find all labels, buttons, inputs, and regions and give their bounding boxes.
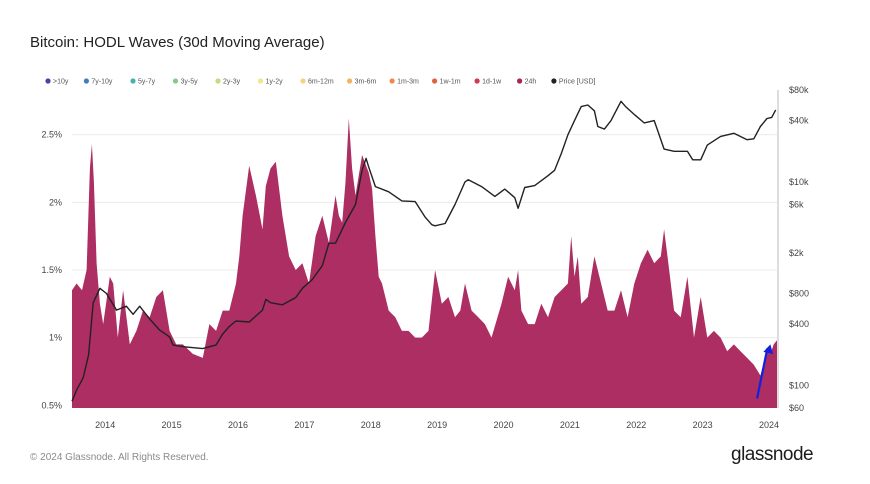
chart-title: Bitcoin: HODL Waves (30d Moving Average) [30, 34, 325, 51]
y-right-tick-label: $2k [789, 248, 804, 258]
price-line-layer [71, 100, 777, 402]
legend-item[interactable]: 1w-1m [432, 78, 461, 86]
legend-item[interactable]: 7y-10y [83, 78, 113, 86]
legend-dot [474, 78, 480, 84]
legend-dot [517, 78, 523, 84]
legend-label: >10y [53, 79, 69, 86]
y-left-tick-label: 2.5% [41, 130, 62, 140]
x-tick-label: 2014 [95, 420, 115, 430]
legend-label: 1d-1w [482, 79, 502, 86]
legend-item[interactable]: 5y-7y [130, 78, 156, 86]
y-right-tick-label: $10k [789, 177, 809, 187]
x-tick-label: 2022 [626, 420, 646, 430]
x-tick-label: 2021 [560, 420, 580, 430]
y-left-tick-label: 1% [49, 333, 62, 343]
annotation-arrow-shaft [756, 348, 769, 399]
x-tick-label: 2017 [294, 420, 314, 430]
y-right-tick-label: $6k [789, 199, 804, 209]
legend-dot [551, 78, 557, 84]
legend-dot [389, 78, 395, 84]
wave-24h-area [72, 118, 777, 409]
y-right-tick-label: $80k [789, 85, 809, 95]
legend-item[interactable]: 24h [517, 78, 537, 86]
y-right-tick-label: $100 [789, 380, 809, 390]
legend-label: 1w-1m [440, 79, 461, 86]
glassnode-logo: glassnode [731, 444, 814, 465]
price-line [71, 100, 777, 402]
legend-dot [300, 78, 306, 84]
wave-area-layer [72, 118, 777, 409]
legend-item[interactable]: Price [USD] [551, 78, 596, 86]
legend-item[interactable]: 1m-3m [389, 78, 420, 86]
legend-item[interactable]: 3m-6m [347, 78, 377, 86]
legend-label: 1y-2y [266, 79, 284, 86]
legend-label: 6m-12m [308, 79, 334, 86]
axes: 0.5% 1% 1.5% 2% 2.5% $60 $100 $400 $800 $2k $6k $10… [41, 85, 809, 430]
legend-item[interactable]: 2y-3y [215, 78, 241, 86]
y-left-tick-label: 0.5% [41, 400, 62, 410]
legend-label: 3m-6m [355, 79, 377, 86]
legend-label: 5y-7y [138, 79, 156, 86]
y-right-tick-label: $400 [789, 319, 809, 329]
legend-dot [83, 78, 89, 84]
annotation-arrow-head [763, 344, 774, 355]
legend-dot [45, 78, 51, 84]
legend-label: 7y-10y [91, 79, 113, 86]
legend-item[interactable]: 6m-12m [300, 78, 334, 86]
y-left-tick-label: 1.5% [41, 265, 62, 275]
legend-dot [432, 78, 438, 84]
legend-label: Price [USD] [559, 79, 596, 86]
copyright-footer: © 2024 Glassnode. All Rights Reserved. [30, 452, 209, 463]
legend-label: 2y-3y [223, 79, 241, 86]
legend-label: 1m-3m [397, 79, 419, 86]
legend-item[interactable]: >10y [45, 78, 69, 86]
x-tick-label: 2015 [162, 420, 182, 430]
legend-label: 3y-5y [181, 79, 199, 86]
legend-dot [347, 78, 353, 84]
legend-label: 24h [525, 79, 537, 86]
x-tick-label: 2018 [361, 420, 381, 430]
y-left-tick-label: 2% [49, 197, 62, 207]
x-tick-label: 2023 [693, 420, 713, 430]
legend-dot [215, 78, 221, 84]
x-tick-label: 2019 [427, 420, 447, 430]
x-tick-label: 2024 [759, 420, 779, 430]
x-tick-label: 2020 [493, 420, 513, 430]
annotation-layer [756, 344, 774, 399]
x-tick-label: 2016 [228, 420, 248, 430]
legend-dot [130, 78, 136, 84]
legend-dot [257, 78, 264, 84]
legend-item[interactable]: 1y-2y [257, 78, 284, 86]
y-right-tick-label: $40k [789, 116, 809, 126]
y-right-tick-label: $60 [789, 403, 804, 413]
legend[interactable]: >10y 7y-10y 5y-7y 3y-5y 2y-3y 1y-2y 6m-12m 3m-6… [45, 78, 596, 86]
legend-item[interactable]: 3y-5y [172, 78, 199, 86]
legend-dot [172, 78, 179, 84]
y-right-tick-label: $800 [789, 289, 809, 299]
legend-item[interactable]: 1d-1w [474, 78, 503, 86]
